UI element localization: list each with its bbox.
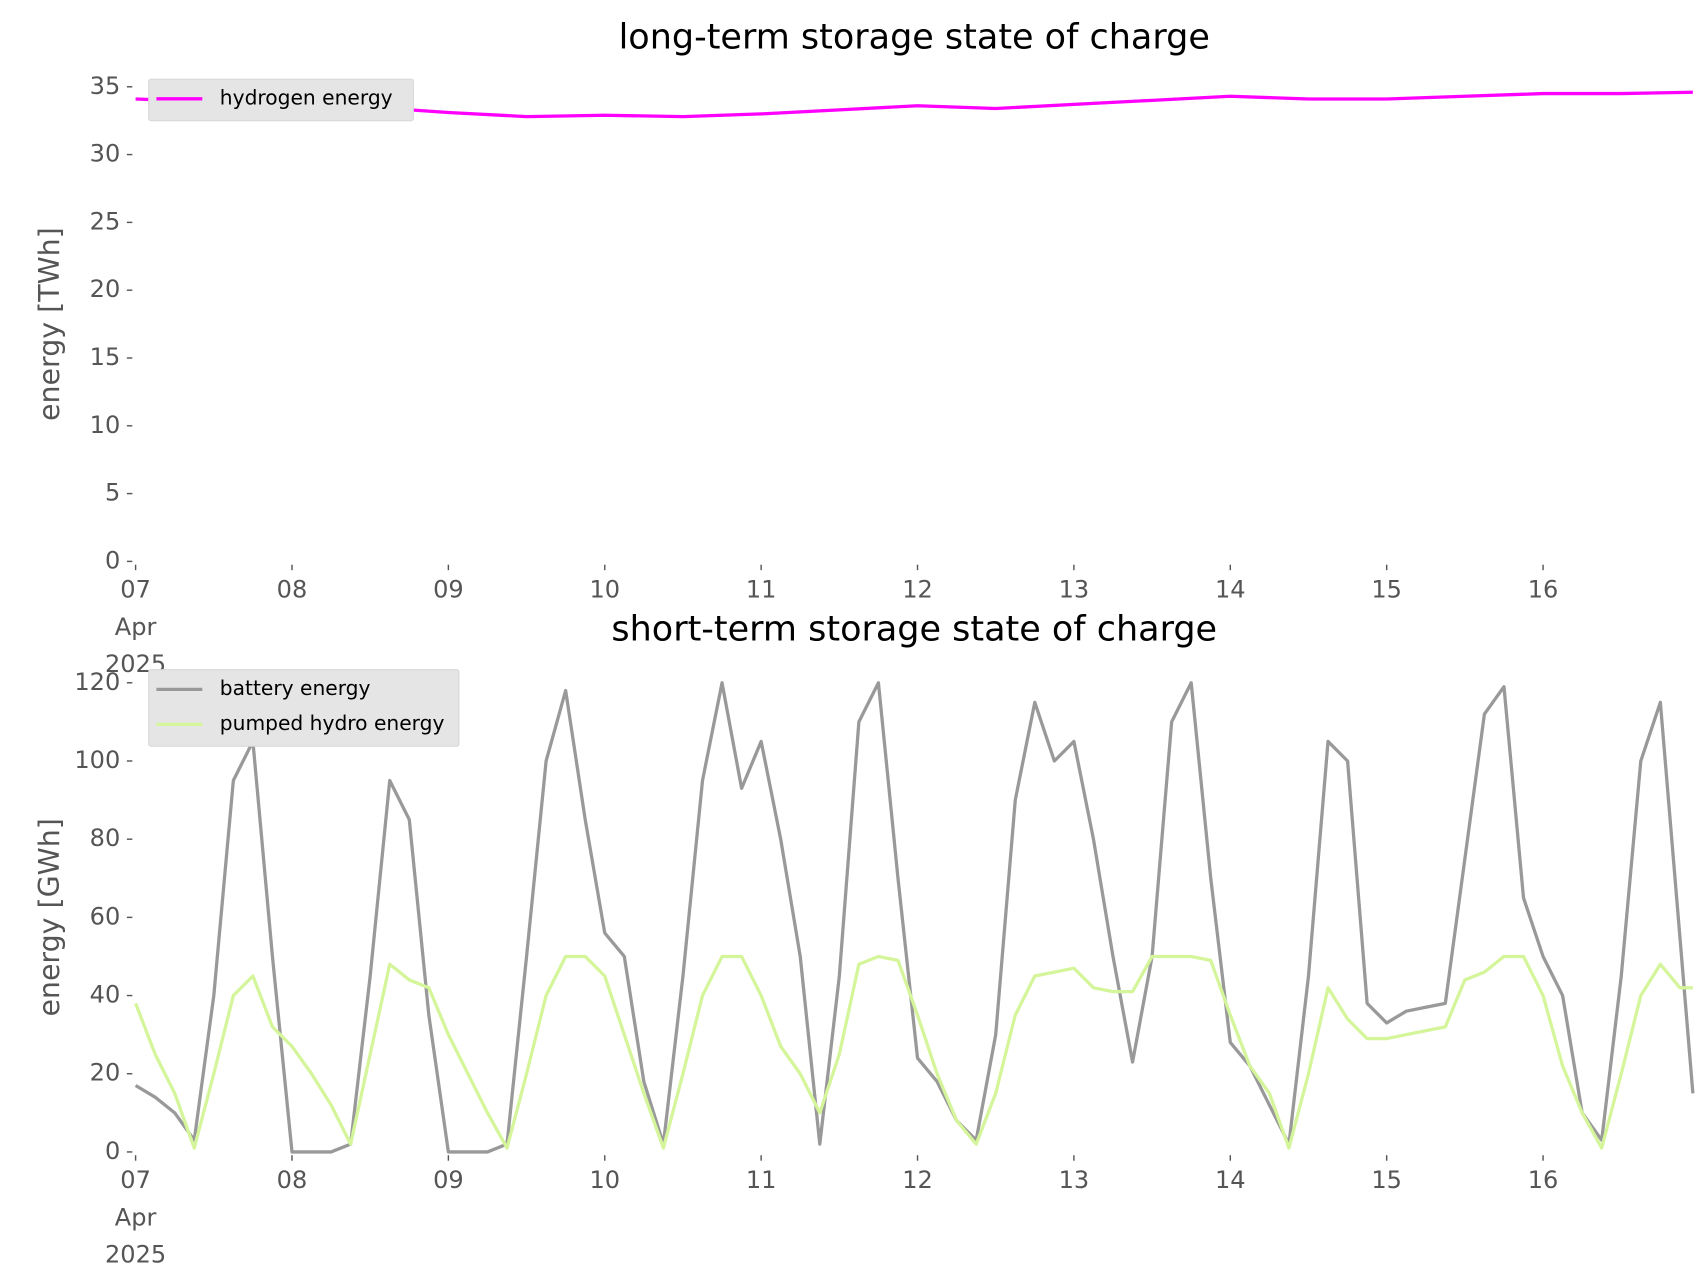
x-tick-label: 16 [1528,575,1559,603]
y-tick-label: 25 [90,207,121,235]
x-tick-label: 10 [589,1166,620,1194]
x-tick-label: 07 Apr 2025 [105,1166,166,1269]
y-tick-label: 30 [90,140,121,168]
legend-label: battery energy [220,676,371,700]
x-tick-label: 07 Apr 2025 [105,575,166,678]
y-tick-label: 60 [90,902,121,930]
legend: hydrogen energy [148,78,414,122]
legend-label: hydrogen energy [220,85,393,109]
chart-title: long-term storage state of charge [619,18,1210,58]
y-tick-label: 15 [90,343,121,371]
x-tick-label: 10 [589,575,620,603]
y-tick-label: 10 [90,411,121,439]
legend-box [148,78,414,122]
y-axis-label: energy [GWh] [33,818,66,1016]
y-tick-label: 120 [74,668,120,696]
y-tick-label: 20 [90,1059,121,1087]
y-tick-label: 80 [90,824,121,852]
series-line [134,681,1695,1154]
y-tick-label: 0 [105,1137,120,1165]
x-tick-label: 14 [1215,575,1246,603]
x-tick-label: 15 [1371,575,1402,603]
x-tick-label: 09 [433,1166,464,1194]
legend-label: pumped hydro energy [220,711,445,735]
x-tick-label: 14 [1215,1166,1246,1194]
legend: battery energy pumped hydro energy [148,669,460,747]
y-tick-label: 35 [90,72,121,100]
x-tick-label: 13 [1059,1166,1090,1194]
x-tick-label: 08 [277,1166,308,1194]
y-axis-label: energy [TWh] [33,227,66,421]
x-tick-label: 11 [746,1166,777,1194]
x-tick-label: 15 [1371,1166,1402,1194]
series-line [134,954,1693,1150]
y-tick-label: 5 [105,479,120,507]
x-tick-label: 08 [277,575,308,603]
y-tick-label: 20 [90,275,121,303]
x-tick-label: 12 [902,575,933,603]
x-tick-label: 11 [746,575,777,603]
x-tick-label: 12 [902,1166,933,1194]
x-tick-label: 16 [1528,1166,1559,1194]
legend-box [148,669,460,747]
chart-title: short-term storage state of charge [611,609,1217,649]
y-tick-label: 0 [105,546,120,574]
x-tick-label: 09 [433,575,464,603]
x-tick-label: 13 [1059,575,1090,603]
y-tick-label: 100 [74,746,120,774]
y-tick-label: 40 [90,981,121,1009]
